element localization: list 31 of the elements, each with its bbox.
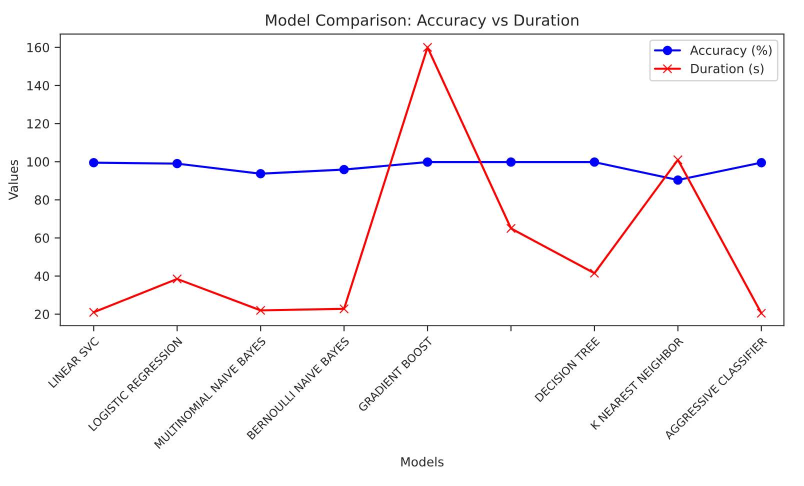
- y-axis-title: Values: [8, 160, 18, 200]
- point: [256, 169, 266, 178]
- point: [172, 274, 182, 284]
- point: [673, 155, 683, 164]
- point: [256, 306, 266, 316]
- y-tick-label: 140: [27, 80, 50, 90]
- y-tick-label: 20: [34, 310, 50, 320]
- y-tick-label: 40: [34, 272, 50, 281]
- point: [422, 42, 432, 52]
- x-axis-title: Models: [401, 456, 444, 467]
- y-tick-label: 120: [27, 119, 50, 129]
- point: [339, 164, 349, 174]
- point: [506, 157, 516, 167]
- point: [590, 157, 600, 167]
- point: [88, 158, 98, 168]
- y-tick-label: 100: [27, 157, 50, 167]
- y-tick-label: 60: [34, 233, 50, 243]
- legend-label: Accuracy (%): [690, 45, 772, 58]
- y-tick-label: 80: [34, 195, 50, 205]
- chart-title: Model Comparison: Accuracy vs Duration: [266, 14, 578, 29]
- point: [756, 158, 766, 168]
- point: [590, 268, 600, 278]
- point: [506, 224, 516, 234]
- point: [172, 158, 182, 168]
- legend-label: Duration (s): [691, 64, 764, 75]
- point: [339, 304, 349, 314]
- point: [422, 157, 432, 167]
- y-tick-label: 160: [27, 42, 50, 52]
- point: [673, 175, 683, 185]
- point: [88, 308, 98, 317]
- point: [756, 308, 766, 318]
